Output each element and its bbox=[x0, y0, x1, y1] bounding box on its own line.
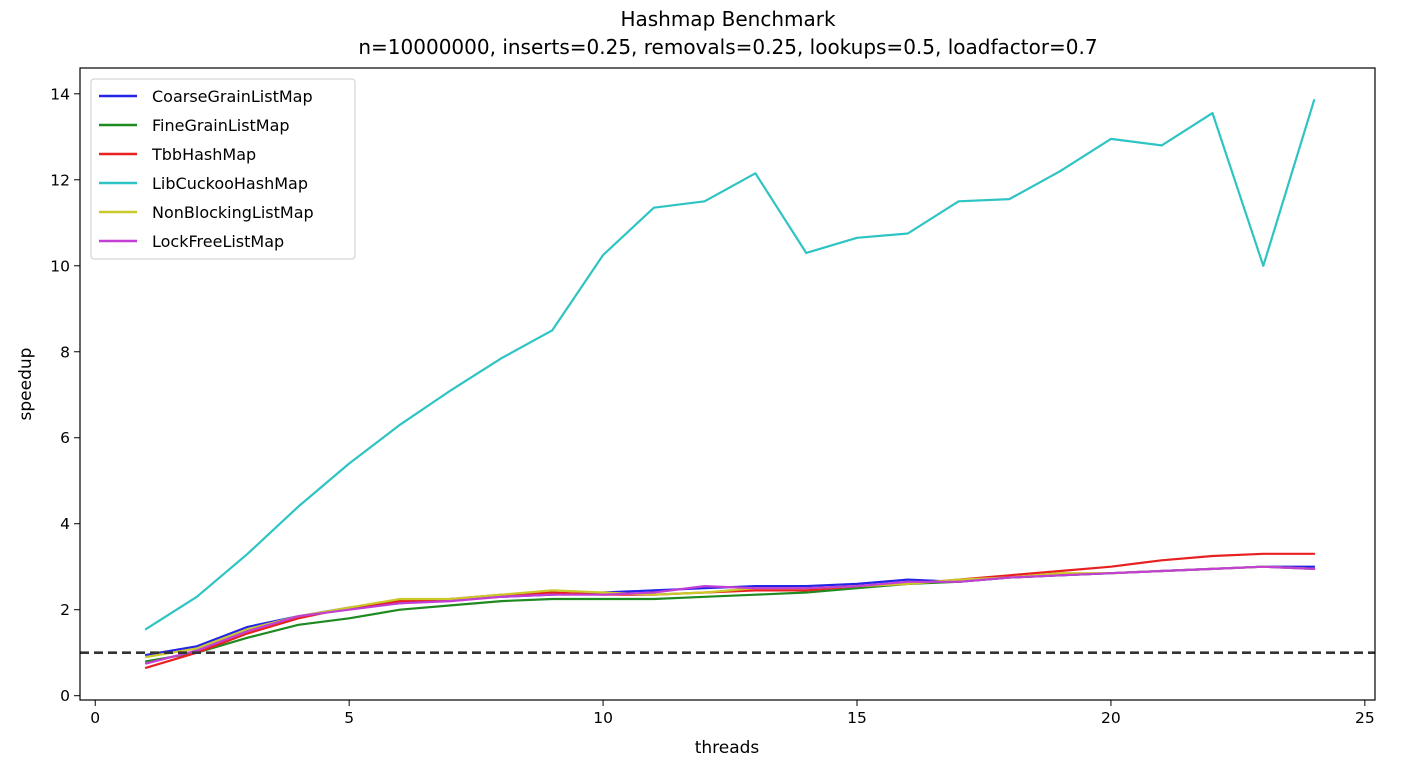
x-tick-label: 20 bbox=[1101, 709, 1121, 727]
chart-subtitle: n=10000000, inserts=0.25, removals=0.25,… bbox=[358, 35, 1097, 59]
plot-frame bbox=[79, 67, 1376, 701]
y-tick-label: 0 bbox=[60, 687, 70, 705]
chart-title: Hashmap Benchmark bbox=[620, 7, 836, 31]
legend-label: FineGrainListMap bbox=[152, 116, 290, 135]
legend-label: LockFreeListMap bbox=[152, 232, 284, 251]
x-axis: 0 5 10 15 20 25 bbox=[90, 700, 1375, 727]
legend: CoarseGrainListMap FineGrainListMap TbbHas… bbox=[90, 78, 356, 260]
x-axis-label: threads bbox=[695, 738, 760, 758]
y-tick-label: 10 bbox=[50, 257, 70, 275]
x-tick-label: 0 bbox=[90, 709, 100, 727]
y-axis-label: speedup bbox=[16, 348, 36, 421]
x-tick-label: 10 bbox=[593, 709, 613, 727]
y-tick-label: 2 bbox=[60, 601, 70, 619]
legend-label: NonBlockingListMap bbox=[152, 203, 314, 222]
y-tick-label: 4 bbox=[60, 515, 70, 533]
series-line-coarsegrainlistmap bbox=[144, 565, 1316, 657]
y-tick-label: 8 bbox=[60, 343, 70, 361]
y-axis: 0 2 4 6 8 10 12 14 bbox=[50, 85, 80, 705]
legend-box bbox=[90, 78, 356, 260]
series-line-nonblockinglistmap bbox=[144, 565, 1316, 659]
legend-label: CoarseGrainListMap bbox=[152, 87, 313, 106]
y-tick-label: 14 bbox=[50, 85, 70, 103]
plot-lines bbox=[144, 99, 1316, 669]
y-tick-label: 6 bbox=[60, 429, 70, 447]
legend-label: LibCuckooHashMap bbox=[152, 174, 308, 193]
series-line-libcuckoohashmap bbox=[144, 99, 1316, 631]
x-tick-label: 5 bbox=[344, 709, 354, 727]
x-tick-label: 25 bbox=[1355, 709, 1375, 727]
legend-label: TbbHashMap bbox=[151, 145, 256, 164]
y-tick-label: 12 bbox=[50, 171, 70, 189]
x-tick-label: 15 bbox=[847, 709, 867, 727]
series-line-lockfreelistmap bbox=[144, 565, 1316, 665]
